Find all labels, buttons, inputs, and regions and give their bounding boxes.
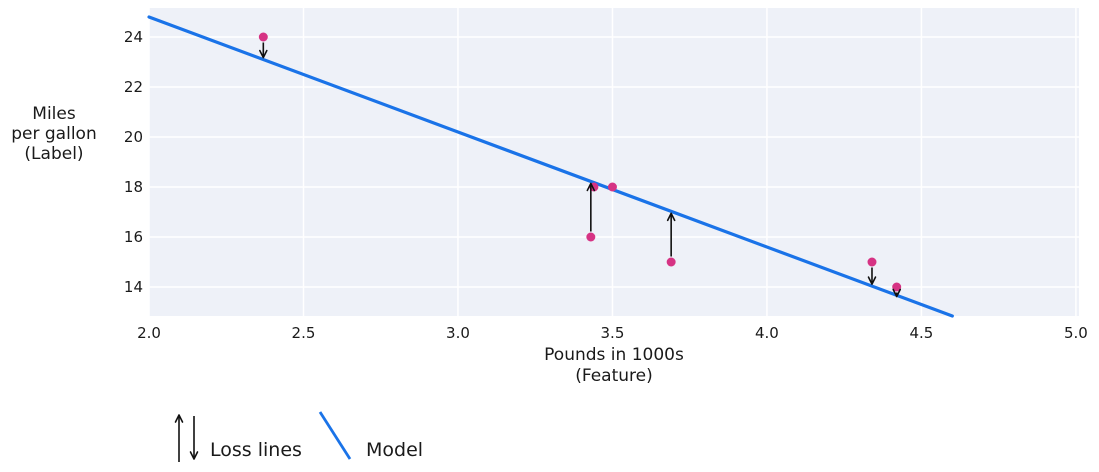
x-tick-label: 5.0 [1064,324,1088,342]
y-axis-label-line: per gallon [11,124,97,144]
loss-arrowhead [892,288,902,298]
scatter-plot: 2.0 2.5 3.0 3.5 4.0 4.5 5.0 14 16 18 20 22 24 [124,8,1088,342]
y-tick-label: 24 [124,28,143,46]
x-axis-label-line: Pounds in 1000s [544,345,684,365]
loss-arrows-icon [174,414,199,462]
data-point [867,257,877,267]
model-line [147,15,954,318]
loss-arrowhead [586,182,596,192]
loss-arrowhead [259,49,268,59]
x-axis-label: Pounds in 1000s (Feature) [149,345,1079,387]
x-tick-label: 2.5 [292,324,316,342]
y-tick-label: 14 [124,278,143,296]
model-line-icon [318,411,352,460]
x-tick-label: 2.0 [137,324,161,342]
plot-background [149,8,1079,316]
x-tick-label: 4.0 [755,324,779,342]
x-tick-label: 3.0 [446,324,470,342]
data-point [258,32,268,42]
loss-arrowhead [867,276,877,285]
y-tick-label: 20 [124,128,143,146]
x-tick-label: 3.5 [601,324,625,342]
x-tick-label: 4.5 [909,324,933,342]
data-point [586,232,596,242]
y-axis-label-line: (Label) [24,144,84,164]
y-tick-label: 18 [124,178,143,196]
x-axis-label-line: (Feature) [575,366,653,386]
legend-loss-label: Loss lines [210,439,302,461]
loss-arrowhead [666,212,676,222]
data-point [607,182,617,192]
y-axis-label: Miles per gallon (Label) [0,104,108,164]
legend-model-label: Model [366,439,424,461]
data-point [892,282,902,292]
y-tick-label: 16 [124,228,143,246]
data-point [666,257,676,267]
y-axis-label-line: Miles [32,104,76,124]
y-tick-label: 22 [124,78,143,96]
